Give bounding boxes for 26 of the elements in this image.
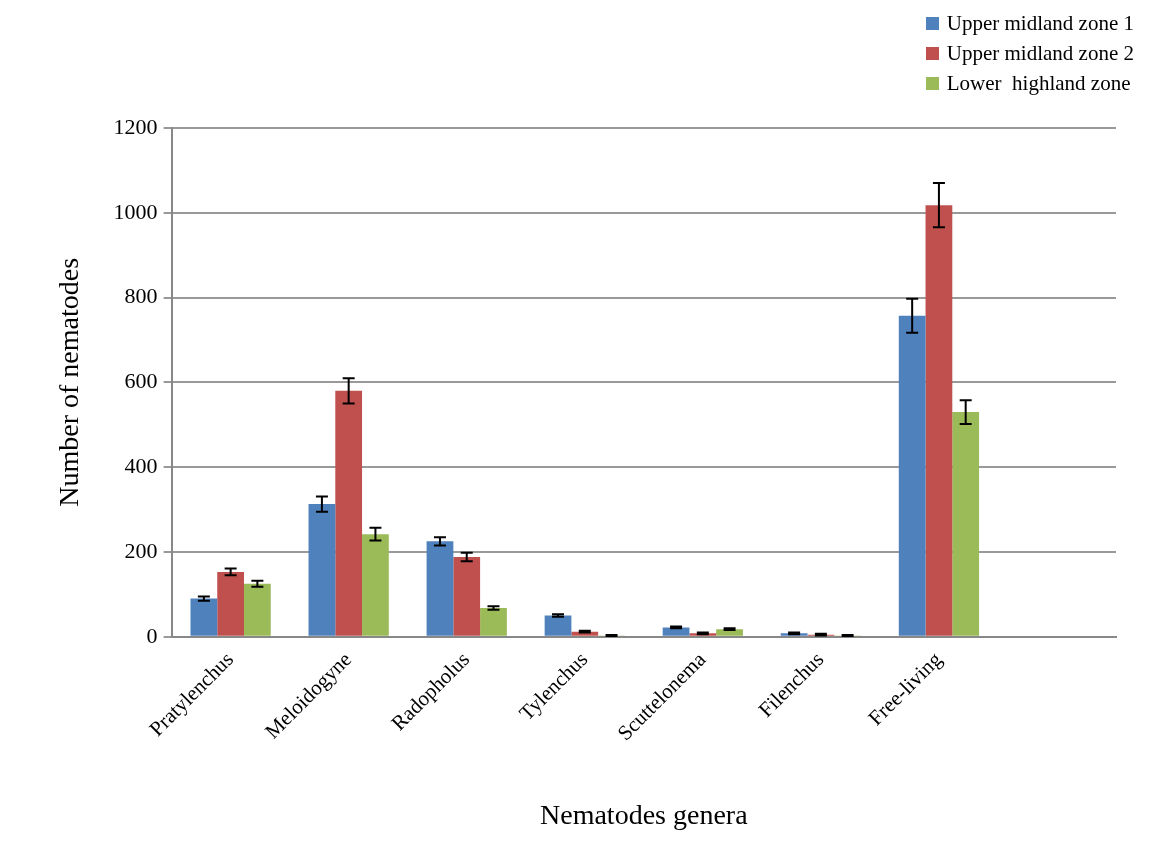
y-axis-title: Number of nematodes bbox=[53, 257, 85, 507]
bar bbox=[217, 571, 244, 636]
bar bbox=[335, 390, 363, 636]
bar bbox=[453, 557, 481, 636]
bar bbox=[544, 615, 572, 636]
y-tick-label: 800 bbox=[124, 283, 158, 309]
bar bbox=[244, 583, 271, 636]
y-tick-label: 200 bbox=[124, 537, 158, 563]
bar bbox=[898, 315, 926, 636]
y-tick-label: 600 bbox=[124, 368, 158, 394]
bar bbox=[426, 541, 454, 636]
legend-label: Upper midland zone 1 bbox=[946, 10, 1134, 36]
bar bbox=[952, 412, 980, 636]
bar bbox=[662, 627, 690, 636]
legend-label: Upper midland zone 2 bbox=[946, 40, 1134, 66]
y-tick-label: 0 bbox=[146, 622, 158, 648]
y-tick-label: 1200 bbox=[113, 113, 158, 139]
y-tick-label: 1000 bbox=[113, 198, 158, 224]
bar bbox=[480, 607, 507, 636]
bar bbox=[190, 598, 218, 636]
bar bbox=[925, 205, 953, 636]
legend-label: Lower highland zone bbox=[946, 70, 1131, 96]
bar bbox=[362, 534, 389, 636]
y-tick-label: 400 bbox=[124, 452, 158, 478]
x-axis-title: Nematodes genera bbox=[540, 798, 749, 830]
bar bbox=[308, 504, 336, 636]
